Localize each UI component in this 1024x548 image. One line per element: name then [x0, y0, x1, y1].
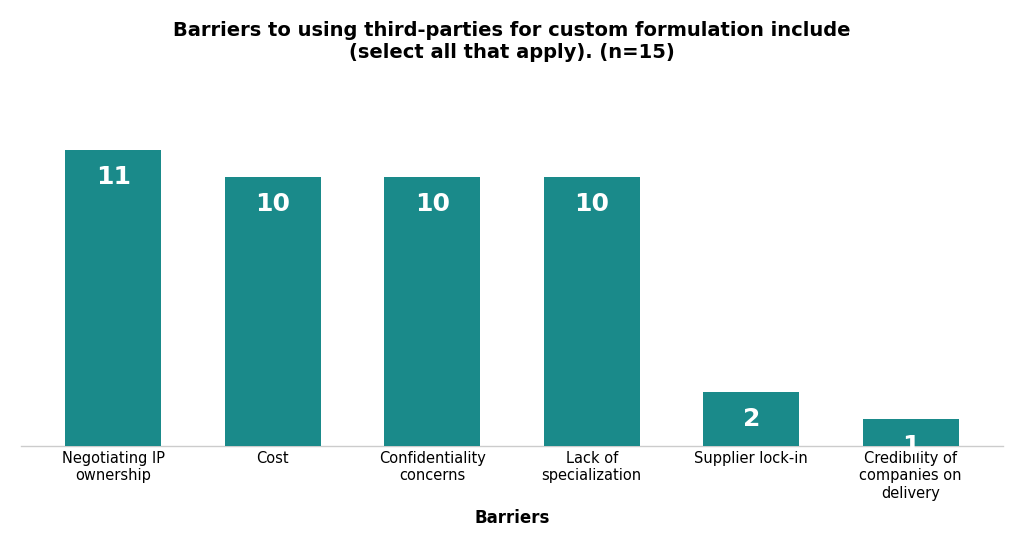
Text: 11: 11	[96, 165, 131, 189]
Text: 10: 10	[415, 192, 450, 216]
X-axis label: Barriers: Barriers	[474, 509, 550, 527]
Bar	[66, 150, 161, 446]
Text: 10: 10	[574, 192, 609, 216]
Text: 1: 1	[902, 434, 920, 458]
Bar	[384, 177, 480, 446]
Bar	[225, 177, 321, 446]
Bar	[703, 392, 799, 446]
Title: Barriers to using third-parties for custom formulation include
(select all that : Barriers to using third-parties for cust…	[173, 21, 851, 62]
Text: 10: 10	[255, 192, 290, 216]
Bar	[863, 419, 958, 446]
Text: 2: 2	[742, 407, 760, 431]
Bar	[544, 177, 640, 446]
